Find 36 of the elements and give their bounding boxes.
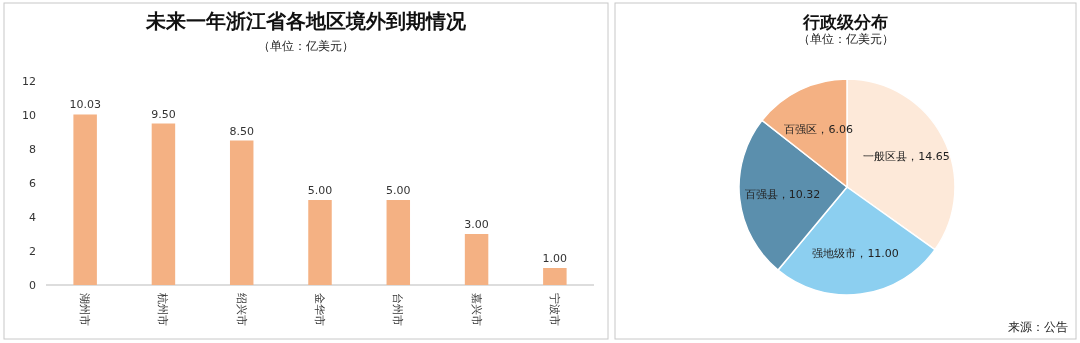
- chart-title: 未来一年浙江省各地区境外到期情况: [145, 9, 467, 33]
- x-tick-label: 湖州市: [78, 293, 92, 326]
- y-tick-label: 2: [29, 245, 36, 258]
- slice-label: 百强县，10.32: [744, 187, 821, 201]
- data-label: 10.03: [69, 98, 101, 112]
- slice-label: 一般区县，14.65: [863, 150, 950, 164]
- data-label: 3.00: [464, 218, 489, 231]
- source-note: 来源：公告: [1008, 320, 1068, 334]
- y-tick-label: 4: [29, 211, 36, 224]
- x-tick-label: 宁波市: [547, 293, 561, 326]
- data-label: 8.50: [229, 124, 254, 138]
- chart-subtitle: （单位：亿美元）: [258, 39, 354, 53]
- chart-subtitle: （单位：亿美元）: [797, 32, 894, 46]
- bar: [464, 234, 489, 285]
- data-label: 5.00: [307, 184, 333, 197]
- x-tick-label: 金华市: [313, 293, 326, 326]
- y-tick-label: 8: [29, 143, 36, 156]
- bar: [151, 123, 176, 285]
- bar: [229, 140, 254, 285]
- y-tick-label: 0: [29, 279, 36, 292]
- slice-label: 强地级市，11.00: [812, 247, 899, 261]
- x-tick-label: 杭州市: [156, 292, 170, 326]
- y-tick-label: 10: [22, 109, 36, 122]
- data-label: 9.50: [151, 107, 176, 121]
- bar: [543, 268, 567, 285]
- bar: [308, 200, 332, 285]
- chart-title: 行政级分布: [802, 12, 888, 32]
- data-label: 5.00: [386, 184, 411, 197]
- x-tick-label: 绍兴市: [234, 293, 248, 326]
- x-tick-label: 嘉兴市: [469, 293, 483, 326]
- y-tick-label: 12: [22, 75, 36, 88]
- bar: [386, 200, 411, 285]
- data-label: 1.00: [542, 252, 568, 265]
- bar: [73, 114, 97, 285]
- y-tick-label: 6: [29, 177, 36, 190]
- x-tick-label: 台州市: [391, 293, 405, 326]
